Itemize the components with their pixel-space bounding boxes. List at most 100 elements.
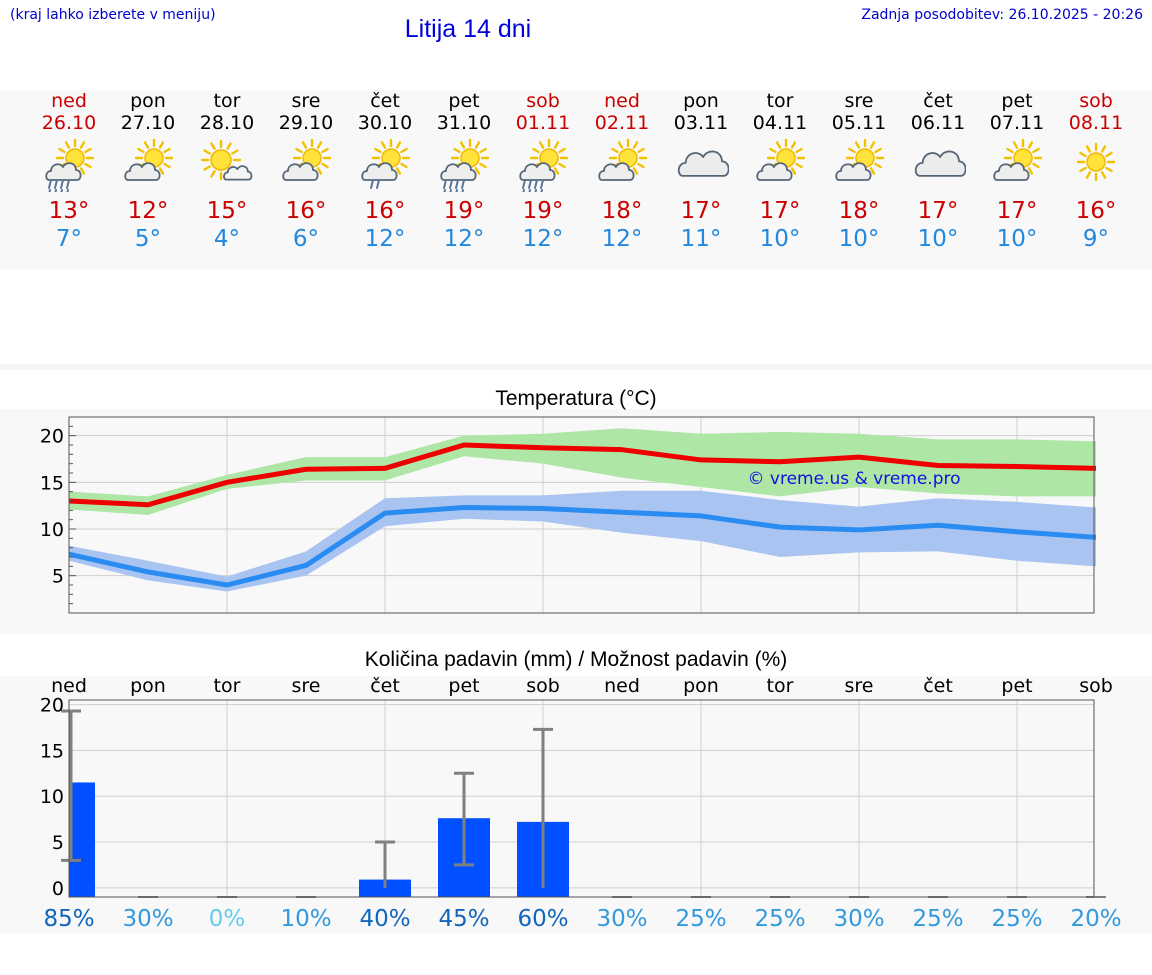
precipitation-probability: 25% [991, 906, 1042, 932]
min-temperature: 12° [601, 226, 643, 252]
day-date: 27.10 [120, 112, 176, 134]
sun-ray [1012, 141, 1019, 149]
min-temperature: 12° [522, 226, 564, 252]
y-tick-label: 20 [40, 695, 64, 717]
max-temperature: 17° [917, 198, 959, 224]
rain-drop [449, 189, 452, 192]
cloud-shape [361, 162, 398, 181]
cloud-outline [519, 162, 556, 181]
rain-drop [443, 189, 446, 192]
max-temperature: 18° [601, 198, 643, 224]
min-temperature: 7° [55, 226, 83, 252]
sun-ray [395, 141, 402, 149]
plot-area [69, 700, 1094, 897]
sun-cloud-icon [124, 138, 174, 181]
day-date: 03.11 [673, 112, 729, 134]
rain-drop [443, 179, 447, 189]
day-date: 31.10 [436, 112, 492, 134]
precipitation-probability: 30% [833, 906, 884, 932]
sun-ray [1006, 147, 1014, 154]
location-menu-hint: (kraj lahko izberete v meniju) [10, 7, 216, 23]
sun-cloud-icon [993, 138, 1043, 181]
day-category-label: ned [51, 676, 87, 697]
plot-frame [68, 699, 1095, 898]
day-date: 01.11 [515, 112, 571, 134]
day-date: 02.11 [594, 112, 650, 134]
day-name: čet [923, 90, 953, 112]
day-category-label: sre [845, 676, 874, 697]
max-temperature-line [68, 442, 1097, 508]
sun-ray [143, 141, 150, 149]
cloud-outline [835, 162, 872, 181]
max-temperature: 16° [364, 198, 406, 224]
cloud-icon [677, 150, 729, 177]
sun-ray [869, 141, 876, 149]
min-temperature: 10° [838, 226, 880, 252]
y-tick-label: 0 [52, 878, 64, 900]
precipitation-probability: 85% [43, 906, 94, 932]
rain-drop [528, 189, 531, 192]
rain-drop [540, 179, 544, 189]
sun-ray [558, 162, 566, 169]
rain-drop [461, 189, 464, 192]
precipitation-probability: 60% [517, 906, 568, 932]
precipitation-probability: 25% [754, 906, 805, 932]
day-date: 26.10 [41, 112, 97, 134]
sun-cloud-icon [282, 138, 332, 181]
sun-ray [64, 141, 71, 149]
sun-ray [637, 147, 645, 154]
min-temperature-range-band [69, 490, 1096, 592]
sun-ray [474, 167, 481, 175]
sun-cloud-icon [756, 138, 806, 181]
max-temperature: 19° [443, 198, 485, 224]
sun-shape [450, 138, 490, 178]
sun-ray [58, 147, 66, 154]
sun-ray [637, 162, 645, 169]
rain-drop [449, 179, 453, 189]
day-name: sre [844, 90, 874, 112]
rain-drop [376, 179, 380, 189]
min-temperature: 6° [292, 226, 320, 252]
precipitation-probability: 30% [596, 906, 647, 932]
rain-drop [534, 189, 537, 192]
sun-ray [1085, 171, 1092, 179]
section-divider [0, 364, 1152, 370]
sun-cloud-heavy-rain-icon [45, 138, 95, 192]
rain-drop [522, 189, 525, 192]
rain-drop [522, 179, 526, 189]
sun-ray [558, 147, 566, 154]
min-temperature: 10° [996, 226, 1038, 252]
cloud-outline [914, 150, 966, 177]
sun-ray [400, 147, 408, 154]
precipitation-probability: 25% [912, 906, 963, 932]
sun-icon [1076, 142, 1116, 182]
rain-drop [66, 179, 70, 189]
cloud-shape [124, 162, 161, 181]
max-temperature: 12° [127, 198, 169, 224]
day-category-label: tor [767, 676, 794, 697]
day-category-label: čet [370, 676, 400, 697]
sun-cloud-heavy-rain-icon [440, 138, 490, 192]
sun-ray [1100, 145, 1107, 153]
day-name: tor [213, 90, 241, 112]
rain-drop [54, 179, 58, 189]
cloud-outline [677, 150, 729, 177]
precipitation-chart-title: Količina padavin (mm) / Možnost padavin … [364, 648, 788, 671]
day-date: 30.10 [357, 112, 413, 134]
y-tick-label: 15 [40, 472, 64, 494]
cloud-shape [45, 162, 82, 181]
cloud-shape [835, 162, 872, 181]
sun-ray [795, 147, 803, 154]
rain-drop [528, 179, 532, 189]
sun-ray [632, 167, 639, 175]
y-tick-label: 5 [52, 832, 64, 854]
sun-disc [1086, 152, 1106, 172]
sun-ray [1032, 147, 1040, 154]
sun-ray [769, 147, 777, 154]
sun-cloud-heavy-rain-icon [440, 138, 490, 192]
day-date: 04.11 [752, 112, 808, 134]
cloud-shape [993, 162, 1030, 181]
day-name: sob [1079, 90, 1113, 112]
sun-ray [532, 147, 540, 154]
sun-ray [775, 141, 782, 149]
